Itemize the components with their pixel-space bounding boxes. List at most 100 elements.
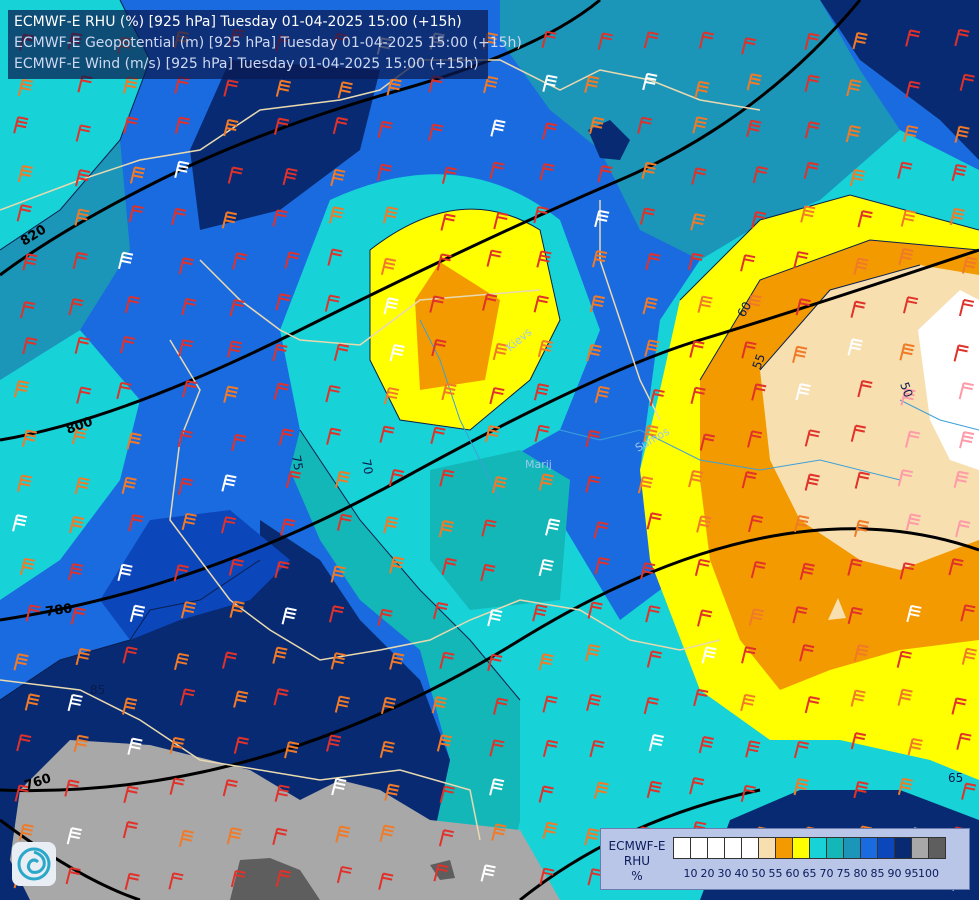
wind-barb-icon	[905, 29, 921, 47]
wind-barb-icon	[223, 118, 239, 137]
wind-barb-icon	[748, 608, 764, 626]
wind-barb-icon	[897, 469, 913, 487]
legend-swatch	[894, 837, 912, 859]
wind-barb-icon	[804, 74, 820, 92]
isoline-740	[0, 818, 141, 900]
wind-barb-icon	[740, 693, 756, 712]
wind-barb-icon	[116, 381, 132, 400]
wind-barb-icon	[688, 252, 704, 271]
title-geopotential: ECMWF-E Geopotential (m) [925 hPa] Tuesd…	[14, 35, 522, 51]
rhu-beige-spot	[828, 598, 846, 620]
wind-barb-icon	[21, 429, 38, 447]
isoline-800	[0, 0, 862, 442]
wind-barb-icon	[533, 206, 549, 224]
wind-barb-icon	[804, 429, 820, 447]
wind-barb-icon	[284, 741, 300, 759]
wind-barb-icon	[955, 520, 971, 538]
wind-barb-icon	[854, 471, 870, 489]
wind-barb-icon	[389, 344, 405, 362]
wind-barb-icon	[740, 254, 756, 272]
wind-barb-icon	[174, 160, 190, 178]
wind-barb-icon	[273, 382, 289, 400]
wind-barb-icon	[751, 383, 767, 401]
wind-barb-icon	[898, 248, 914, 266]
wind-barb-icon	[330, 565, 346, 583]
wind-barb-icon	[377, 120, 393, 139]
legend-swatch	[707, 837, 725, 859]
wind-barb-icon	[169, 736, 185, 755]
wind-barb-icon	[327, 248, 343, 266]
wind-barb-icon	[795, 383, 811, 401]
wind-barb-icon	[850, 732, 866, 750]
wind-barb-icon	[122, 646, 138, 664]
wind-barb-icon	[20, 301, 36, 319]
wind-barb-icon	[389, 556, 405, 574]
wind-barb-icon	[433, 864, 449, 882]
wind-barb-icon	[436, 734, 453, 752]
wind-barb-icon	[68, 298, 84, 316]
wind-barb-icon	[336, 865, 353, 884]
wind-barb-icon	[904, 430, 921, 448]
wind-barb-icon	[688, 470, 704, 488]
rhu-blue-dark-south	[100, 510, 290, 640]
wind-barb-icon	[120, 336, 136, 354]
wind-barb-icon	[584, 75, 600, 93]
wind-barb-icon	[220, 516, 237, 534]
legend-tick-label: 50	[751, 867, 766, 880]
wind-barb-icon	[439, 651, 455, 669]
wind-barb-icon	[585, 644, 601, 662]
wind-barb-icon	[793, 778, 809, 796]
wind-barb-icon	[857, 380, 873, 398]
wind-barb-icon	[597, 32, 613, 50]
wind-barb-icon	[538, 785, 554, 803]
wind-barb-icon	[178, 339, 194, 357]
wind-barb-icon	[275, 79, 291, 97]
wind-barb-icon	[438, 829, 455, 847]
wind-barb-icon	[897, 688, 913, 706]
wind-barb-icon	[73, 734, 89, 752]
wind-barb-icon	[282, 167, 298, 186]
wind-barb-icon	[850, 689, 866, 707]
wind-barb-icon	[274, 560, 290, 579]
wind-barb-icon	[336, 513, 353, 531]
wind-barb-icon	[483, 75, 499, 94]
wind-barb-icon	[692, 116, 708, 134]
wind-barb-icon	[693, 688, 709, 707]
legend-tick-label: 85	[870, 867, 885, 880]
legend-swatch	[792, 837, 810, 859]
wind-barb-icon	[489, 739, 505, 757]
wind-barb-icon	[334, 695, 350, 713]
legend-swatch	[928, 837, 946, 859]
wind-barb-icon	[127, 737, 143, 755]
wind-barb-icon	[792, 606, 808, 624]
wind-barb-icon	[330, 168, 346, 187]
wind-barb-icon	[388, 468, 405, 487]
wind-barb-icon	[691, 167, 707, 185]
wind-barb-icon	[545, 518, 561, 536]
wind-barb-icon	[490, 119, 506, 137]
wind-barb-icon	[689, 340, 705, 358]
wind-barb-icon	[74, 336, 90, 354]
rhu-grey-south	[10, 740, 560, 900]
wind-barb-icon	[587, 601, 603, 619]
legend-tick-label: 60	[785, 867, 800, 880]
wind-barb-icon	[326, 427, 342, 445]
wind-barb-icon	[70, 607, 86, 625]
wind-barb-icon	[65, 867, 81, 885]
wind-barb-icon	[16, 734, 32, 752]
wind-barb-icon	[431, 339, 447, 357]
legend-tick-label: 90	[887, 867, 902, 880]
wind-barb-icon	[956, 732, 972, 750]
wind-barb-icon	[223, 79, 239, 97]
wind-barb-icon	[13, 116, 29, 134]
rhu-teal-left	[0, 140, 130, 380]
wind-barb-icon	[74, 208, 90, 226]
wind-barb-icon	[960, 604, 976, 622]
wind-barb-icon	[900, 388, 916, 406]
wind-barb-icon	[648, 733, 664, 752]
wind-barb-icon	[233, 690, 249, 708]
wind-barbs	[12, 28, 978, 891]
